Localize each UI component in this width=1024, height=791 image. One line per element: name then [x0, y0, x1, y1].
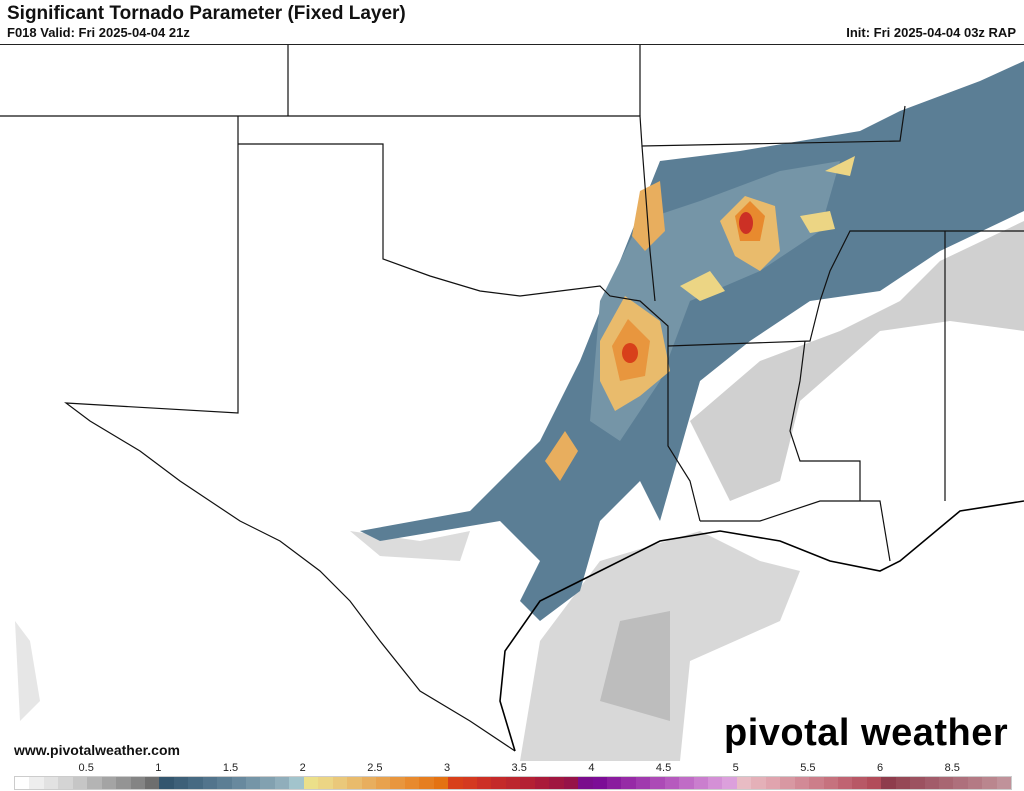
colorbar-cell	[477, 777, 492, 789]
colorbar-tick-label: 0.5	[78, 762, 94, 774]
colorbar-cell	[982, 777, 997, 789]
colorbar-cell	[289, 777, 304, 789]
colorbar-cell	[967, 777, 983, 789]
colorbar-cell	[505, 777, 521, 789]
colorbar-tick-label: 4.5	[655, 762, 672, 774]
colorbar-cell	[751, 777, 766, 789]
colorbar-cell	[852, 777, 867, 789]
colorbar-tick-label: 1.5	[222, 762, 239, 774]
colorbar-tick-label: 2.5	[367, 762, 383, 774]
colorbar-cell	[318, 777, 333, 789]
colorbar-cell	[188, 777, 203, 789]
colorbar-cell	[116, 777, 131, 789]
colorbar-cell	[246, 777, 261, 789]
colorbar-cell	[953, 777, 968, 789]
init-time: Init: Fri 2025-04-04 03z RAP	[846, 25, 1016, 40]
valid-time: F018 Valid: Fri 2025-04-04 21z	[7, 25, 190, 40]
colorbar-tick-label: 6	[877, 762, 884, 774]
colorbar-cell	[419, 777, 434, 789]
colorbar-cell	[29, 777, 44, 789]
colorbar-cell	[303, 777, 319, 789]
colorbar-cell	[736, 777, 752, 789]
colorbar-ticks: 0.5 1 1.5 2 2.5 3 3.5 4 4.5 5 5.5 6 8.5	[14, 762, 1010, 776]
colorbar-tick-label: 1	[155, 762, 162, 774]
colorbar-cell	[347, 777, 362, 789]
colorbar-cell	[87, 777, 102, 789]
colorbar-cell	[159, 777, 174, 789]
colorbar-cell	[390, 777, 405, 789]
colorbar-cell	[881, 777, 896, 789]
colorbar-cell	[231, 777, 246, 789]
colorbar-cell	[534, 777, 550, 789]
gulf-coastline	[499, 500, 1024, 752]
colorbar-cell	[924, 777, 939, 789]
colorbar-cell	[433, 777, 449, 789]
colorbar-cell	[462, 777, 477, 789]
colorbar-cell	[866, 777, 882, 789]
stp-high-values	[545, 156, 855, 481]
colorbar-tick-label: 5.5	[800, 762, 816, 774]
colorbar-cell	[635, 777, 651, 789]
colorbar-cell	[375, 777, 391, 789]
colorbar-tick-label: 5	[732, 762, 739, 774]
colorbar-cell	[173, 777, 189, 789]
colorbar-tick-label: 3.5	[511, 762, 527, 774]
colorbar-cell	[58, 777, 73, 789]
colorbar-cell	[578, 777, 593, 789]
colorbar-cell	[592, 777, 607, 789]
colorbar-cell	[708, 777, 723, 789]
colorbar-cell	[765, 777, 781, 789]
colorbar-cell	[43, 777, 59, 789]
gray-shading	[15, 221, 1024, 761]
colorbar-tick-label: 8.5	[944, 762, 960, 774]
colorbar-cell	[144, 777, 160, 789]
colorbar-cell	[996, 777, 1012, 789]
colorbar-tick-label: 2	[299, 762, 306, 774]
colorbar-cell	[332, 777, 348, 789]
colorbar-cell	[563, 777, 579, 789]
colorbar-tick-label: 3	[443, 762, 451, 774]
colorbar-cell	[722, 777, 737, 789]
colorbar-cell	[217, 777, 232, 789]
colorbar-cell	[823, 777, 838, 789]
colorbar	[14, 776, 1012, 790]
website-url[interactable]: www.pivotalweather.com	[14, 742, 180, 758]
colorbar-cell	[809, 777, 824, 789]
colorbar-cell	[606, 777, 622, 789]
colorbar-cell	[780, 777, 795, 789]
colorbar-tick-label: 4	[588, 762, 595, 774]
colorbar-cell	[895, 777, 911, 789]
colorbar-cell	[693, 777, 708, 789]
colorbar-cell	[274, 777, 290, 789]
colorbar-cell	[130, 777, 145, 789]
colorbar-cell	[910, 777, 925, 789]
colorbar-cell	[260, 777, 275, 789]
colorbar-cell	[448, 777, 463, 789]
colorbar-cell	[101, 777, 117, 789]
colorbar-cell	[679, 777, 694, 789]
map-title: Significant Tornado Parameter (Fixed Lay…	[7, 3, 406, 24]
colorbar-cell	[837, 777, 853, 789]
colorbar-cell	[520, 777, 535, 789]
colorbar-cell	[621, 777, 636, 789]
colorbar-cell	[202, 777, 218, 789]
colorbar-cell	[549, 777, 564, 789]
colorbar-cell	[72, 777, 88, 789]
colorbar-cell	[664, 777, 680, 789]
colorbar-cell	[15, 777, 30, 789]
colorbar-cell	[794, 777, 810, 789]
colorbar-cell	[491, 777, 506, 789]
stp-map	[0, 44, 1024, 763]
colorbar-cell	[404, 777, 420, 789]
colorbar-cell	[650, 777, 665, 789]
colorbar-cell	[361, 777, 376, 789]
colorbar-cell	[939, 777, 954, 789]
state-borders	[0, 45, 1024, 752]
pivotal-weather-logo: pivotal weather	[724, 712, 1009, 754]
